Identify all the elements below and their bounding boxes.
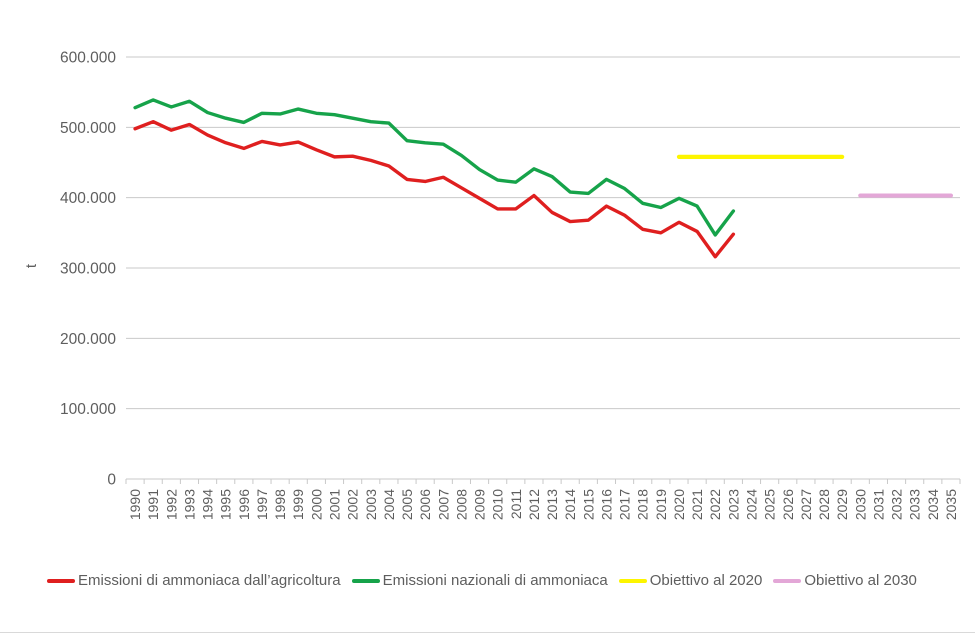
x-tick-label: 1999 bbox=[290, 489, 306, 520]
x-tick-label: 2024 bbox=[744, 489, 760, 520]
legend-swatch-target-2030-icon bbox=[773, 578, 802, 583]
series-line-national bbox=[133, 98, 736, 237]
x-tick-label: 1994 bbox=[200, 489, 216, 520]
legend-label-national: Emissioni nazionali di ammoniaca bbox=[382, 572, 608, 589]
x-tick-label: 2003 bbox=[363, 489, 379, 520]
x-tick-label: 1992 bbox=[163, 489, 179, 520]
legend-label-target-2030: Obiettivo al 2030 bbox=[804, 572, 917, 589]
y-tick-label: 0 bbox=[107, 472, 116, 489]
legend-item-national: Emissioni nazionali di ammoniaca bbox=[351, 572, 608, 589]
x-tick-label: 1998 bbox=[272, 489, 288, 520]
x-tick-label: 2018 bbox=[635, 489, 651, 520]
x-tick-label: 2020 bbox=[671, 489, 687, 520]
y-tick-label: 100.000 bbox=[60, 401, 116, 418]
y-tick-label: 300.000 bbox=[60, 261, 116, 278]
x-tick-label: 1993 bbox=[181, 489, 197, 520]
y-tick-label: 400.000 bbox=[60, 190, 116, 207]
y-tick-label: 200.000 bbox=[60, 331, 116, 348]
x-tick-label: 2023 bbox=[725, 489, 741, 520]
x-tick-label: 2009 bbox=[472, 489, 488, 520]
x-tick-label: 2014 bbox=[562, 489, 578, 520]
x-tick-label: 2007 bbox=[435, 489, 451, 520]
x-tick-label: 2010 bbox=[490, 489, 506, 520]
x-tick-label: 2025 bbox=[762, 489, 778, 520]
x-tick-label: 2000 bbox=[308, 489, 324, 520]
x-tick-label: 2030 bbox=[852, 489, 868, 520]
y-tick-label: 500.000 bbox=[60, 120, 116, 137]
x-tick-label: 2017 bbox=[617, 489, 633, 520]
x-tick-label: 2008 bbox=[453, 489, 469, 520]
x-tick-label: 2028 bbox=[816, 489, 832, 520]
x-tick-label: 2019 bbox=[653, 489, 669, 520]
x-tick-label: 2032 bbox=[889, 489, 905, 520]
legend-item-target-2020: Obiettivo al 2020 bbox=[618, 572, 763, 589]
x-tick-label: 1990 bbox=[127, 489, 143, 520]
legend-swatch-agriculture-icon bbox=[47, 578, 75, 583]
legend: Emissioni di ammoniaca dall’agricoltura … bbox=[47, 572, 917, 589]
x-tick-label: 2027 bbox=[798, 489, 814, 520]
bottom-divider bbox=[0, 632, 975, 633]
x-tick-label: 2031 bbox=[870, 489, 886, 520]
x-tick-label: 2029 bbox=[834, 489, 850, 520]
x-tick-label: 1997 bbox=[254, 489, 270, 520]
x-tick-label: 2034 bbox=[925, 489, 941, 520]
x-tick-label: 2012 bbox=[526, 489, 542, 520]
legend-label-agriculture: Emissioni di ammoniaca dall’agricoltura bbox=[78, 572, 341, 589]
legend-item-target-2030: Obiettivo al 2030 bbox=[773, 572, 917, 589]
x-tick-label: 2011 bbox=[508, 489, 524, 519]
x-tick-label: 2001 bbox=[327, 489, 343, 520]
x-tick-label: 2015 bbox=[580, 489, 596, 520]
legend-label-target-2020: Obiettivo al 2020 bbox=[649, 572, 763, 589]
legend-item-agriculture: Emissioni di ammoniaca dall’agricoltura bbox=[47, 572, 341, 589]
x-tick-label: 1991 bbox=[145, 489, 161, 520]
x-tick-label: 2004 bbox=[381, 489, 397, 520]
x-tick-label: 2021 bbox=[689, 489, 705, 520]
x-tick-label: 2026 bbox=[780, 489, 796, 520]
legend-swatch-target-2020-icon bbox=[618, 578, 647, 583]
x-tick-label: 1995 bbox=[218, 489, 234, 520]
x-tick-label: 2002 bbox=[345, 489, 361, 520]
y-axis-title: t bbox=[23, 263, 40, 268]
x-tick-label: 2022 bbox=[707, 489, 723, 520]
x-tick-label: 2006 bbox=[417, 489, 433, 520]
series-line-agriculture bbox=[133, 120, 736, 259]
x-tick-label: 2016 bbox=[598, 489, 614, 520]
x-tick-label: 2033 bbox=[907, 489, 923, 520]
legend-swatch-national-icon bbox=[351, 578, 380, 583]
x-tick-label: 1996 bbox=[236, 489, 252, 520]
x-tick-label: 2005 bbox=[399, 489, 415, 520]
x-tick-label: 2035 bbox=[943, 489, 959, 520]
x-tick-label: 2013 bbox=[544, 489, 560, 520]
y-tick-label: 600.000 bbox=[60, 50, 116, 67]
